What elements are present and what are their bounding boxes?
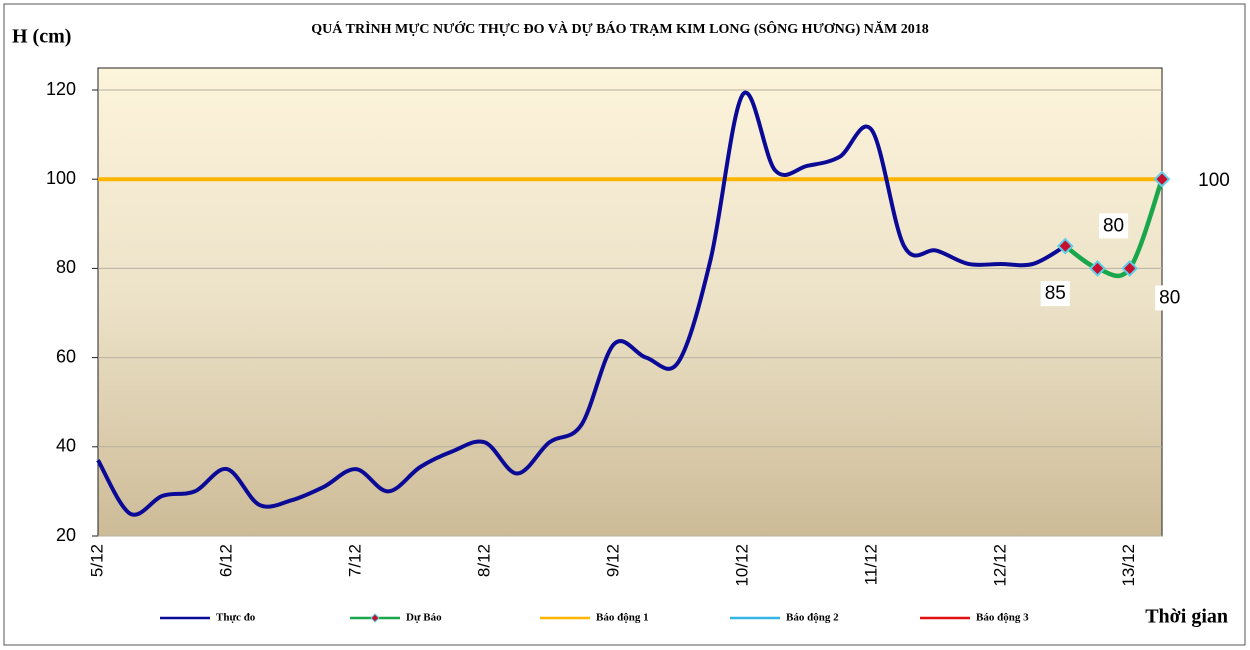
y-tick-label: 60 (56, 346, 76, 366)
data-label: 80 (1159, 287, 1180, 308)
point-marker (1089, 259, 1106, 277)
y-tick-label: 20 (56, 525, 76, 545)
series-line (1063, 178, 1165, 279)
x-tick-label: 8/12 (474, 544, 493, 577)
x-tick-label: 10/12 (732, 544, 751, 587)
x-tick-label: 7/12 (345, 544, 364, 577)
plot-area (97, 67, 1163, 537)
x-tick-label: 6/12 (216, 544, 235, 577)
y-tick-label: 80 (56, 257, 76, 277)
legend-label: Dự Báo (406, 612, 442, 624)
x-tick-label: 11/12 (861, 544, 880, 585)
y-tick-label: 120 (46, 79, 76, 99)
legend-label: Báo động 3 (976, 612, 1029, 624)
data-label-bg (1194, 168, 1234, 194)
data-label-bg (1098, 213, 1129, 239)
series-line (96, 90, 1067, 517)
chart-title: QUÁ TRÌNH MỰC NƯỚC THỰC ĐO VÀ DỰ BÁO TRẠ… (311, 20, 928, 37)
data-label-bg (1040, 281, 1070, 307)
legend-label: Báo động 2 (786, 612, 839, 624)
data-label-bg (1155, 285, 1185, 311)
y-tick-label: 40 (56, 436, 76, 456)
point-marker (1121, 259, 1139, 277)
x-axis-label: Thời gian (1145, 606, 1228, 628)
data-label: 85 (1045, 283, 1066, 304)
y-axis-label: H (cm) (12, 26, 71, 48)
point-marker (1153, 170, 1171, 188)
data-label: 80 (1103, 215, 1124, 236)
x-tick-label: 9/12 (603, 544, 622, 577)
point-marker (1056, 237, 1074, 255)
x-tick-label: 12/12 (990, 544, 1009, 587)
data-label: 100 (1198, 170, 1230, 191)
y-tick-label: 100 (46, 168, 76, 188)
legend-label: Báo động 1 (596, 612, 649, 624)
x-tick-label: 5/12 (87, 544, 106, 577)
legend-marker (370, 613, 380, 623)
x-tick-label: 13/12 (1119, 544, 1138, 587)
legend-label: Thực đo (216, 612, 256, 624)
